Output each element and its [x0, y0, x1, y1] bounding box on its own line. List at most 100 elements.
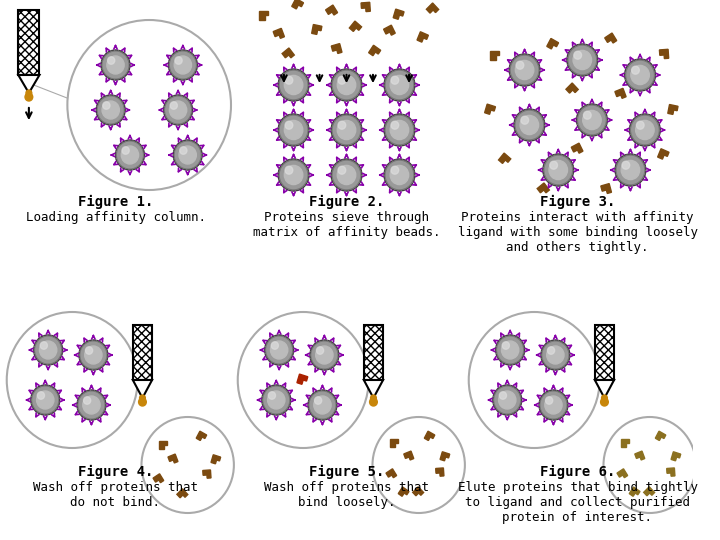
Circle shape: [115, 140, 145, 170]
Circle shape: [80, 341, 107, 369]
Circle shape: [579, 106, 605, 133]
Circle shape: [281, 71, 307, 99]
Circle shape: [107, 57, 114, 64]
Text: Figure 6.: Figure 6.: [540, 464, 615, 478]
Text: Loading affinity column.: Loading affinity column.: [25, 211, 205, 224]
Polygon shape: [566, 83, 578, 93]
Circle shape: [34, 335, 63, 365]
Circle shape: [285, 76, 293, 84]
Circle shape: [495, 335, 525, 365]
Bar: [364, 325, 383, 380]
Circle shape: [79, 340, 108, 370]
Polygon shape: [660, 49, 669, 59]
Circle shape: [84, 397, 91, 404]
Polygon shape: [667, 468, 675, 476]
Text: Figure 5.: Figure 5.: [309, 464, 384, 478]
Polygon shape: [132, 380, 152, 398]
Circle shape: [102, 51, 129, 79]
Circle shape: [314, 396, 331, 414]
Text: Proteins sieve through
matrix of affinity beads.: Proteins sieve through matrix of affinit…: [253, 211, 440, 239]
Circle shape: [338, 76, 346, 84]
Circle shape: [174, 140, 202, 170]
Circle shape: [493, 386, 521, 414]
Circle shape: [96, 95, 125, 125]
Circle shape: [285, 166, 293, 174]
Circle shape: [174, 56, 192, 74]
Circle shape: [626, 60, 654, 90]
Circle shape: [498, 391, 516, 409]
Circle shape: [103, 102, 110, 109]
Circle shape: [516, 61, 523, 69]
Polygon shape: [211, 455, 220, 464]
Circle shape: [281, 161, 307, 188]
Polygon shape: [364, 380, 383, 398]
Circle shape: [546, 346, 564, 364]
Polygon shape: [197, 431, 207, 441]
Circle shape: [384, 159, 415, 191]
Polygon shape: [424, 431, 435, 441]
Circle shape: [574, 51, 582, 59]
Circle shape: [139, 398, 146, 406]
Circle shape: [265, 335, 294, 365]
Circle shape: [636, 120, 654, 140]
Circle shape: [121, 146, 138, 164]
Circle shape: [179, 146, 197, 164]
Circle shape: [615, 154, 646, 186]
Circle shape: [315, 397, 322, 404]
Circle shape: [312, 342, 337, 368]
Circle shape: [308, 390, 337, 420]
Circle shape: [509, 54, 540, 86]
Polygon shape: [571, 143, 583, 153]
Bar: [18, 10, 40, 75]
Polygon shape: [159, 441, 167, 449]
Circle shape: [331, 159, 362, 191]
Circle shape: [102, 101, 120, 119]
Polygon shape: [629, 487, 640, 496]
Circle shape: [31, 385, 60, 415]
Circle shape: [271, 342, 279, 349]
Circle shape: [540, 391, 567, 419]
Circle shape: [103, 52, 127, 78]
Polygon shape: [153, 474, 163, 483]
Polygon shape: [605, 33, 617, 43]
Circle shape: [86, 347, 93, 354]
Polygon shape: [393, 9, 404, 19]
Polygon shape: [413, 487, 423, 496]
Circle shape: [332, 70, 361, 100]
Circle shape: [510, 55, 539, 85]
Circle shape: [310, 392, 335, 418]
Circle shape: [387, 117, 413, 144]
Circle shape: [570, 46, 595, 73]
Circle shape: [180, 147, 187, 154]
Polygon shape: [384, 25, 395, 35]
Polygon shape: [282, 48, 294, 58]
Circle shape: [268, 391, 285, 409]
Circle shape: [40, 342, 48, 349]
Circle shape: [539, 390, 568, 420]
Circle shape: [33, 387, 58, 413]
Circle shape: [602, 395, 608, 401]
Polygon shape: [312, 24, 322, 35]
Circle shape: [163, 95, 192, 125]
Polygon shape: [273, 28, 284, 38]
Circle shape: [520, 116, 539, 134]
Circle shape: [369, 398, 377, 406]
Polygon shape: [485, 104, 495, 114]
Circle shape: [545, 396, 562, 414]
Circle shape: [175, 57, 182, 64]
Circle shape: [278, 114, 309, 146]
Circle shape: [543, 154, 574, 186]
Circle shape: [387, 71, 413, 99]
Circle shape: [390, 76, 409, 94]
Circle shape: [331, 114, 362, 146]
Circle shape: [636, 121, 644, 129]
Polygon shape: [404, 451, 414, 460]
Polygon shape: [331, 44, 342, 53]
Polygon shape: [177, 489, 188, 498]
Circle shape: [577, 104, 608, 136]
Circle shape: [169, 51, 197, 79]
Circle shape: [116, 141, 144, 169]
Polygon shape: [546, 38, 559, 49]
Polygon shape: [595, 380, 614, 398]
Polygon shape: [667, 105, 678, 114]
